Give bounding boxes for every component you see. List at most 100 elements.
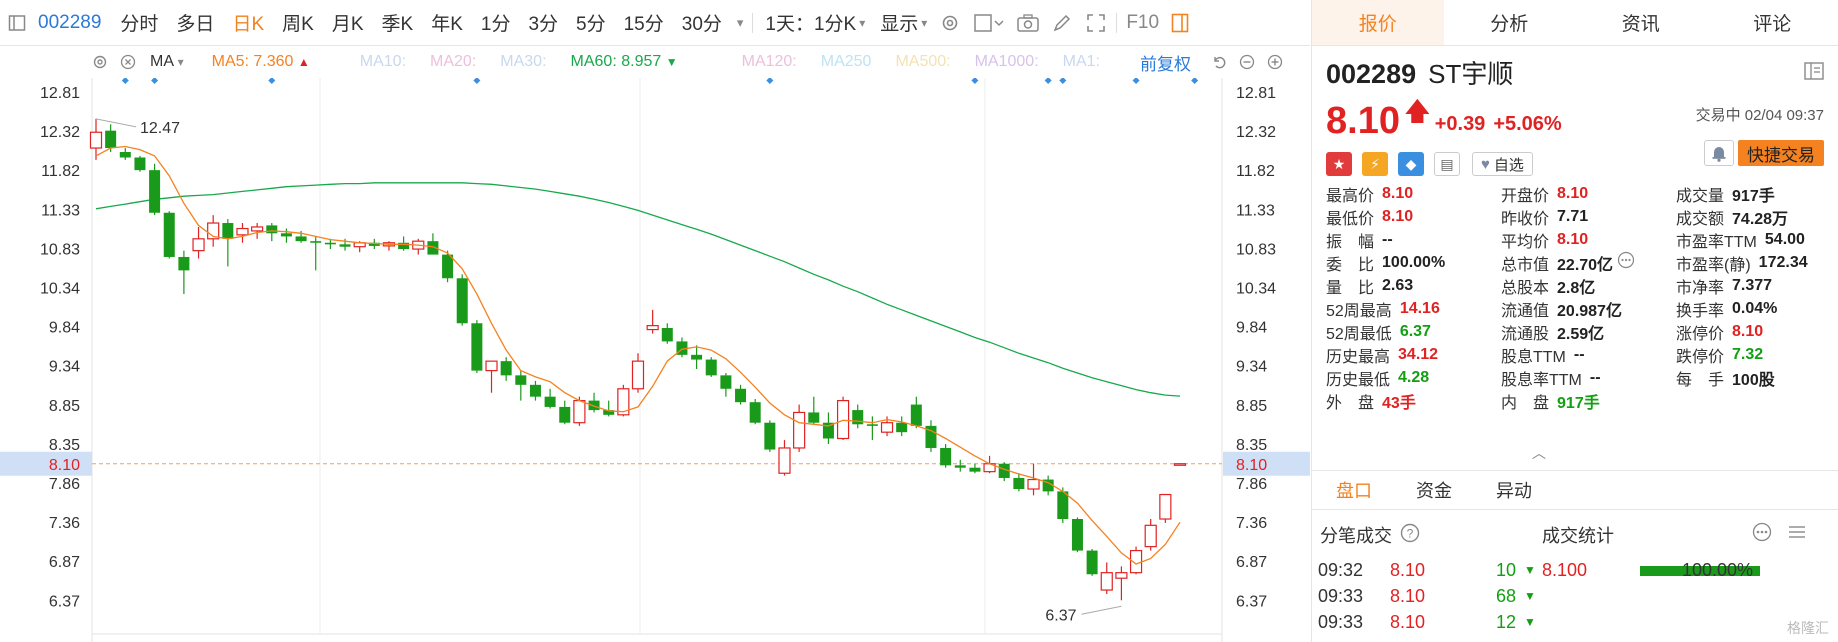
candle-body-down (266, 225, 278, 234)
zoom-out-icon[interactable] (1233, 54, 1261, 70)
candle-body-down (178, 256, 190, 271)
candle-body-down (1057, 491, 1069, 520)
adjust-fq-button[interactable]: 前复权 (1139, 54, 1191, 74)
ma60-line (95, 182, 1181, 397)
display-dropdown[interactable]: 显示 ▾ (874, 9, 933, 36)
quote-field-value: 7.32 (1732, 345, 1764, 363)
layout-icon[interactable] (1804, 62, 1824, 85)
period-tab[interactable]: 1分 (480, 14, 511, 35)
chevron-down-icon[interactable]: ▾ (736, 14, 744, 30)
gear-icon[interactable] (86, 54, 114, 70)
period-tab[interactable]: 日K (232, 14, 265, 35)
candle-body-up (251, 226, 264, 232)
candle-body-down (822, 422, 834, 439)
interval-dropdown[interactable]: 1天：1分K ▾ (756, 9, 874, 36)
period-tab[interactable]: 15分 (623, 14, 664, 35)
square-select-icon[interactable] (967, 0, 1011, 46)
quote-field: 量 比 2.63 (1326, 274, 1501, 297)
trade-time: 09:33 (1318, 611, 1364, 632)
help-icon[interactable]: ? (1400, 523, 1420, 548)
period-tab[interactable]: 5分 (576, 14, 606, 35)
quote-field-value: 8.10 (1382, 207, 1414, 225)
candle-body-down (720, 375, 732, 389)
kline-chart-svg[interactable]: 12.81 12.81 12.32 12.32 11.82 11.82 11.33 11.33… (0, 78, 1310, 642)
ma5-line (95, 145, 1181, 565)
heart-icon: ♥ (1481, 155, 1490, 173)
stock-name: ST宇顺 (1428, 59, 1514, 89)
candle-body-down (368, 242, 380, 246)
add-watchlist-button[interactable]: ♥ 自选 (1472, 152, 1533, 176)
gear-icon[interactable] (933, 0, 967, 46)
ma500-value: MA500: (895, 53, 951, 70)
quote-field-value: 8.10 (1382, 184, 1414, 202)
period-tab[interactable]: 3分 (528, 14, 559, 35)
candle-body-down (149, 170, 161, 213)
down-triangle-icon: ▼ (665, 55, 678, 69)
quote-field-label: 量 比 (1326, 279, 1375, 297)
f10-button[interactable]: F10 (1126, 11, 1160, 33)
sub-tab[interactable]: 异动 (1496, 481, 1532, 501)
stock-code-link[interactable]: 002289 (38, 11, 102, 33)
y-tick-label-left: 8.35 (49, 437, 80, 454)
panel-tab[interactable]: 资讯 (1621, 14, 1660, 35)
candle-body-up (646, 325, 659, 331)
quote-field-value: 2.59亿 (1557, 325, 1605, 343)
min-annotation-line (1081, 605, 1122, 615)
candle-body-down (295, 236, 307, 242)
camera-icon[interactable] (1011, 0, 1045, 46)
lightning-icon[interactable]: ⚡ (1362, 152, 1388, 176)
quote-field-label: 跌停价 (1676, 348, 1725, 366)
sub-tab[interactable]: 盘口 (1336, 481, 1372, 501)
candle-body-down (676, 341, 688, 355)
panel-tab[interactable]: 评论 (1753, 14, 1792, 35)
more-icon[interactable] (1617, 251, 1635, 274)
bell-icon[interactable] (1704, 140, 1734, 166)
candle-body-down (280, 233, 292, 237)
quote-field: 总市值 22.70亿 (1501, 251, 1676, 274)
period-tab[interactable]: 多日 (176, 14, 215, 35)
list-icon[interactable] (1787, 522, 1807, 547)
candle-body-down (705, 359, 717, 376)
period-tab[interactable]: 季K (381, 14, 414, 35)
candle-body-up (778, 447, 791, 474)
quote-field-value: 14.16 (1399, 299, 1440, 317)
more-icon[interactable] (1752, 522, 1772, 547)
stock-title: 002289 ST宇顺 (1326, 54, 1824, 91)
period-tab[interactable]: 分时 (120, 14, 159, 35)
expand-chevron-icon[interactable]: ︿ (1532, 445, 1546, 461)
candle-body-down (852, 410, 864, 425)
tag-icon[interactable]: ◆ (1398, 152, 1424, 176)
period-tab[interactable]: 年K (431, 14, 463, 35)
candle-body-down (1086, 550, 1098, 575)
zoom-in-icon[interactable] (1261, 54, 1289, 70)
pen-icon[interactable] (1045, 0, 1079, 46)
panel-tab[interactable]: 报价 (1312, 0, 1444, 45)
ma-selector[interactable]: MA ▾ (150, 53, 184, 71)
fullscreen-icon[interactable] (1079, 0, 1113, 46)
undo-icon[interactable] (1205, 54, 1233, 70)
quote-field-value: -- (1589, 368, 1601, 386)
note-icon[interactable]: ▤ (1434, 152, 1460, 176)
panel-toggle-icon[interactable] (1165, 0, 1195, 46)
event-marker-icon (268, 78, 276, 84)
quote-field-value: 54.00 (1764, 230, 1805, 248)
y-tick-label-right: 8.35 (1236, 437, 1267, 454)
period-tab[interactable]: 月K (331, 14, 364, 35)
quote-field: 市净率 7.377 (1676, 274, 1838, 297)
panel-tab[interactable]: 分析 (1490, 14, 1529, 35)
period-tab[interactable]: 30分 (681, 14, 722, 35)
trading-status: 交易中 02/04 09:37 (1695, 107, 1824, 124)
sidebar-toggle-icon[interactable] (0, 0, 34, 46)
quote-field: 最低价 8.10 (1326, 205, 1501, 228)
down-triangle-icon: ▼ (1524, 589, 1536, 603)
quick-trade-button[interactable]: 快捷交易 (1738, 140, 1824, 166)
candle-body-down (134, 157, 146, 171)
close-icon[interactable] (114, 54, 142, 70)
candle-body-down (691, 354, 703, 360)
trade-time: 09:32 (1318, 559, 1364, 580)
stat-volume-bar (1640, 566, 1760, 576)
sub-tab[interactable]: 资金 (1416, 481, 1452, 501)
kline-chart[interactable]: 12.81 12.81 12.32 12.32 11.82 11.82 11.33 11.33… (0, 78, 1310, 642)
period-tab[interactable]: 周K (282, 14, 314, 35)
china-flag-icon[interactable]: ★ (1326, 152, 1352, 176)
